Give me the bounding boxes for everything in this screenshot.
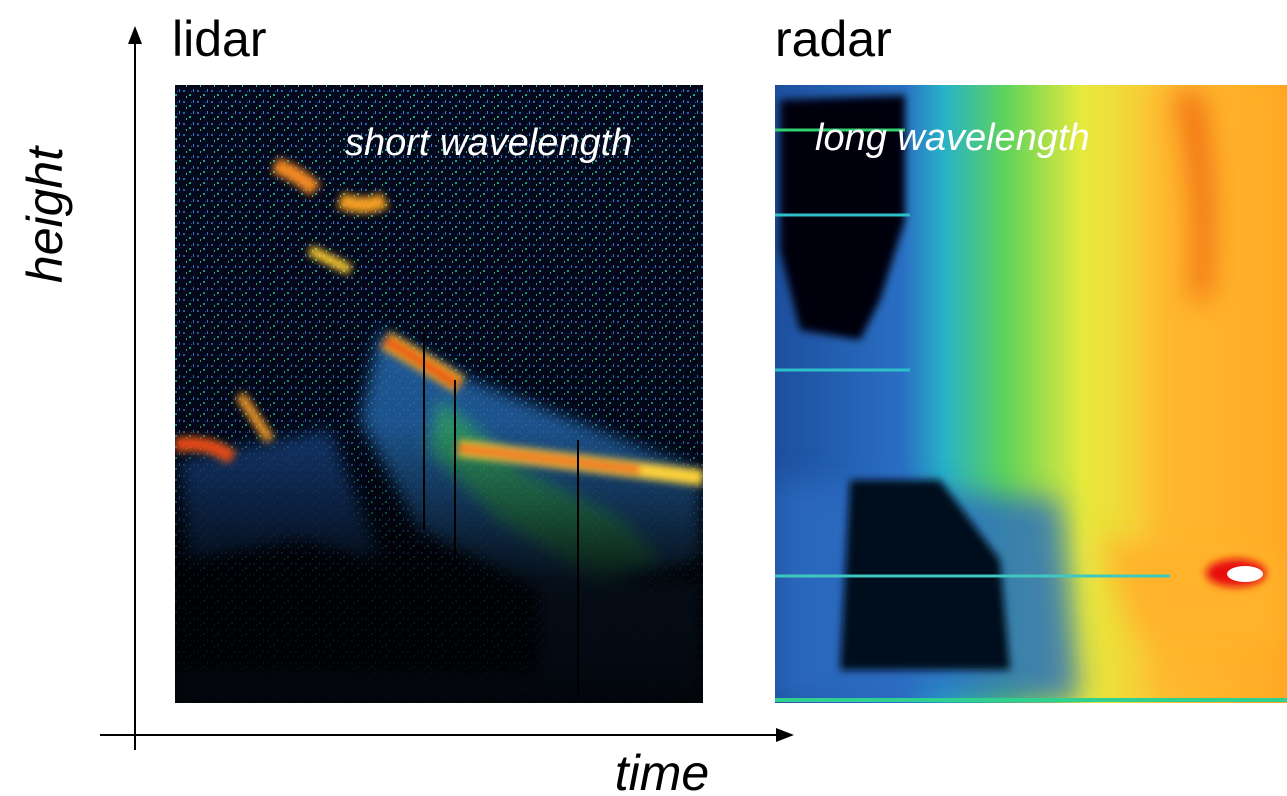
panel-caption: long wavelength — [815, 117, 1090, 159]
panel-caption: short wavelength — [345, 122, 632, 164]
panel-title: radar — [775, 11, 892, 67]
radar-image — [775, 85, 1287, 703]
y-arrow — [128, 26, 142, 44]
y-axis-label: height — [17, 145, 73, 283]
hot-spot — [1227, 566, 1263, 582]
axes — [100, 26, 794, 750]
x-axis-label: time — [615, 745, 709, 796]
x-arrow — [776, 728, 794, 742]
panel-title: lidar — [172, 11, 266, 67]
lidar-image — [175, 85, 703, 703]
